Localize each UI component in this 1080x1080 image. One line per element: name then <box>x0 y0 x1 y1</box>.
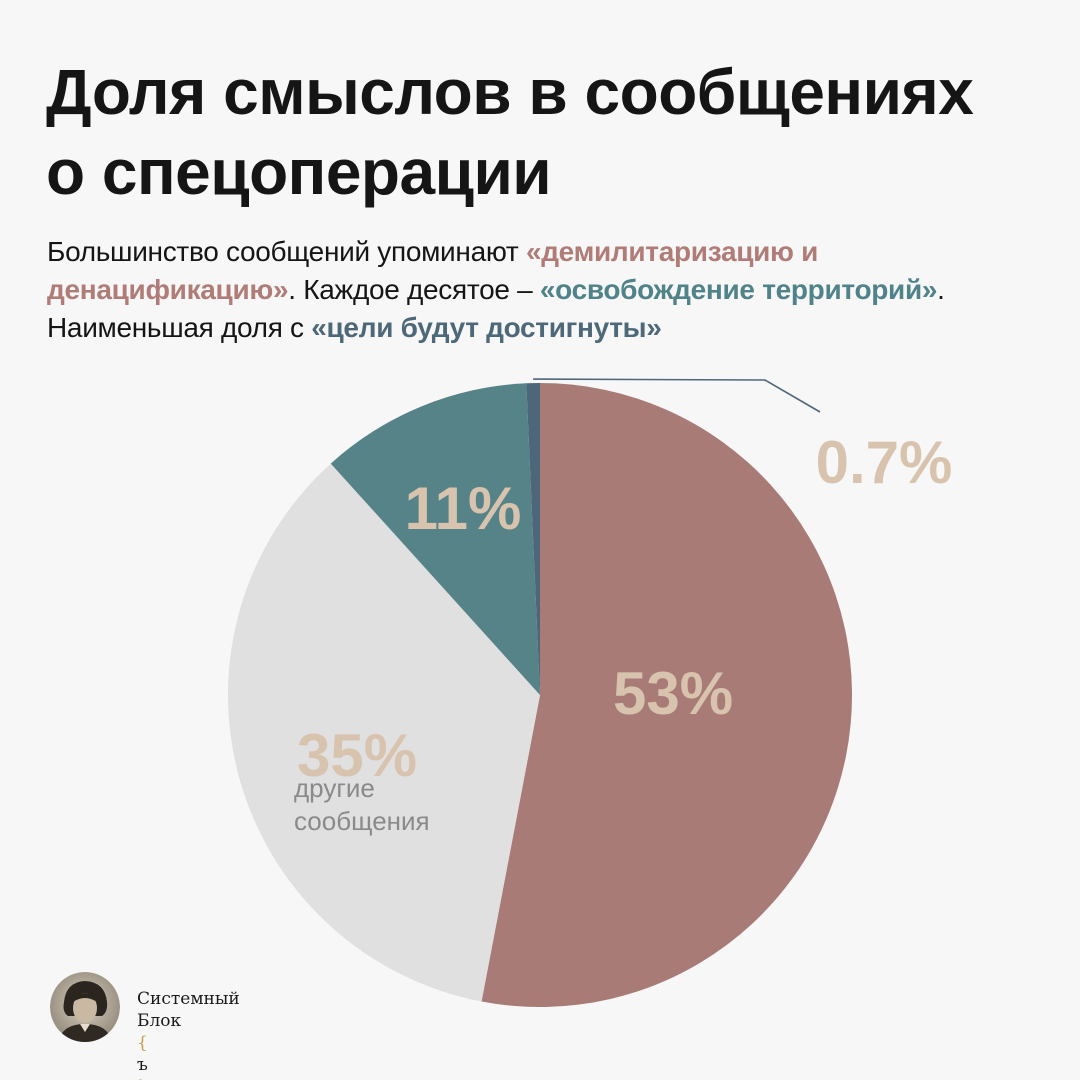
brand-word: Блок <box>137 1011 182 1031</box>
brand-name: Системный Блок{ъ} <box>137 988 240 1080</box>
subtitle-part-2: . Каждое десятое – <box>288 274 540 305</box>
subtitle-highlight-liberation: «освобождение территорий» <box>539 274 938 305</box>
pie-label-goals: 0.7% <box>816 429 953 496</box>
pie-sublabel-line: сообщения <box>294 806 430 836</box>
page-title: Доля смыслов в сообщениях о спецоперации <box>46 52 1036 212</box>
pie-slice-demilitarization <box>481 383 853 1007</box>
pie-sublabel-other: другие сообщения <box>294 773 430 836</box>
title-line-1: Доля смыслов в сообщениях <box>46 56 974 128</box>
pie-slice-liberation <box>330 383 540 695</box>
subtitle: Большинство сообщений упоминают «демилит… <box>47 233 1057 347</box>
pie-slice-goals <box>526 383 540 695</box>
pie-label-demilitarization: 53% <box>613 660 733 727</box>
subtitle-part-1: Большинство сообщений упоминают <box>47 236 526 267</box>
pie-label-liberation: 11% <box>405 475 522 542</box>
brand-line-2: Блок{ъ} <box>137 1010 240 1080</box>
subtitle-highlight-goals: «цели будут достигнуты» <box>311 312 662 343</box>
brand-brace-open: { <box>137 1033 148 1053</box>
brand-line-1: Системный <box>137 989 240 1009</box>
subtitle-highlight-demilitarization: «демилитаризацию и денацификацию» <box>47 236 819 305</box>
pie-sublabel-line: другие <box>294 773 375 803</box>
portrait-avatar-icon <box>50 972 120 1042</box>
pie-slice-other <box>228 463 540 1002</box>
brand-letter: ъ <box>137 1055 148 1075</box>
subtitle-part-3: . Наименьшая доля с <box>47 274 945 343</box>
leader-line-goals <box>533 378 821 413</box>
brand-logo: Системный Блок{ъ} <box>50 972 290 1080</box>
pie-label-other: 35% <box>297 722 417 789</box>
brand-brace-close: } <box>137 1076 240 1080</box>
title-line-2: о спецоперации <box>46 136 552 208</box>
